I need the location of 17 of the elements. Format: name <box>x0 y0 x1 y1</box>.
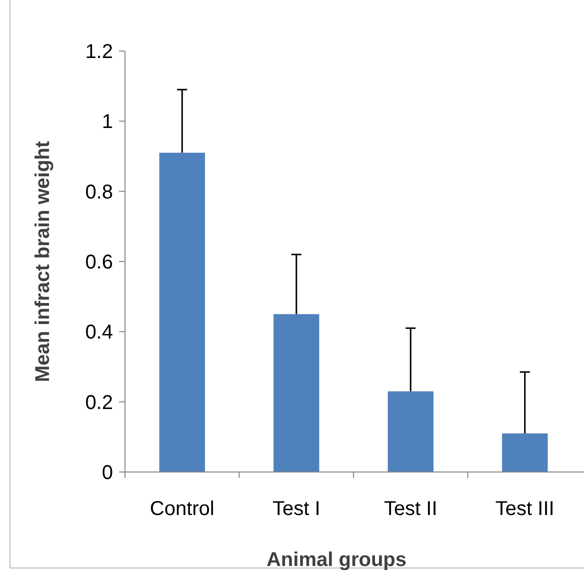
bar <box>159 152 205 472</box>
y-tick-label: 0.8 <box>85 181 113 204</box>
y-tick-label: 0.6 <box>85 252 113 274</box>
y-axis-title: Mean infract brain weight <box>32 140 54 382</box>
x-axis-title: Animal groups <box>266 549 407 570</box>
x-tick-label: Test II <box>384 498 438 520</box>
x-tick-label: Test I <box>272 498 320 520</box>
bar <box>502 433 548 472</box>
y-tick-label: 0.2 <box>85 392 113 414</box>
x-tick-label: Control <box>150 498 214 520</box>
y-tick-label: 1.2 <box>85 41 113 63</box>
x-tick-label: Test III <box>495 498 554 520</box>
bar <box>388 391 434 472</box>
y-tick-label: 0 <box>102 462 113 484</box>
y-tick-label: 0.4 <box>85 322 113 344</box>
y-tick-label: 1 <box>102 111 113 134</box>
bar <box>274 314 320 472</box>
